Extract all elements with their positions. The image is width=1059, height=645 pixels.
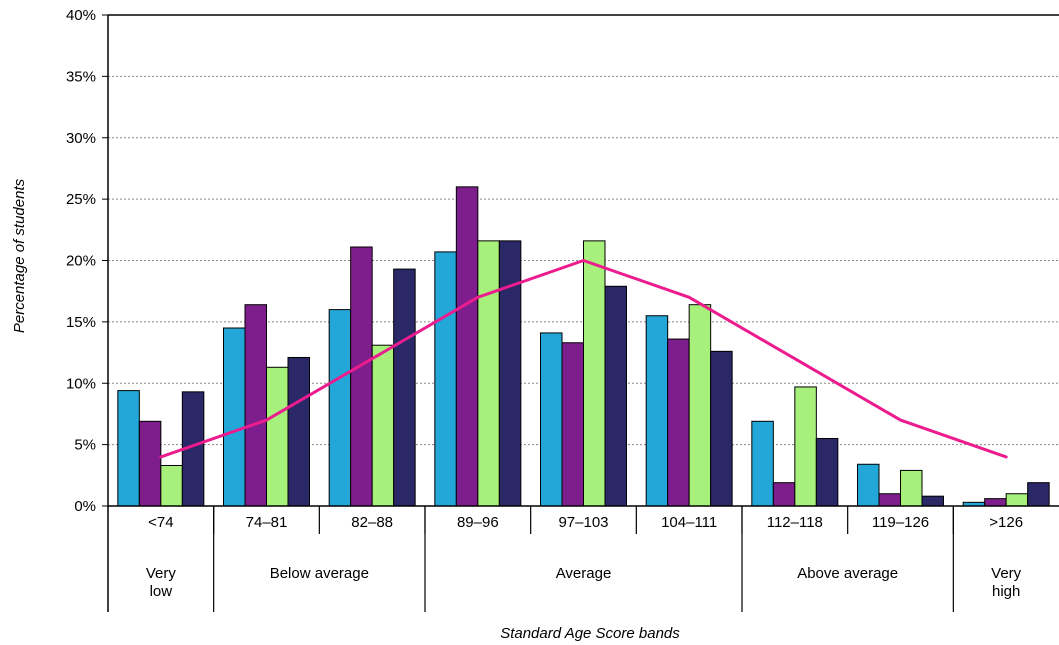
- bar: [921, 495, 944, 507]
- x-tick-label: 89–96: [457, 514, 499, 531]
- bar: [984, 498, 1007, 507]
- bar: [434, 251, 457, 507]
- bar: [393, 268, 416, 507]
- x-axis-title: Standard Age Score bands: [500, 625, 680, 642]
- group-label: high: [992, 583, 1020, 600]
- bar: [244, 304, 267, 507]
- bar: [604, 285, 627, 507]
- x-tick-label: 104–111: [661, 514, 717, 531]
- group-label: Above average: [797, 565, 898, 582]
- bar: [160, 464, 183, 507]
- trend-line-path: [159, 259, 1008, 459]
- bar: [667, 338, 690, 507]
- bar: [455, 186, 479, 507]
- bar: [477, 240, 500, 507]
- bar: [751, 420, 774, 507]
- bar: [815, 437, 839, 507]
- y-tick-label: 15%: [66, 314, 96, 331]
- bar: [138, 420, 162, 507]
- x-tick-label: 74–81: [246, 514, 288, 531]
- bar: [266, 366, 289, 507]
- bar: [878, 493, 901, 507]
- bar: [540, 332, 563, 507]
- y-tick-label: 10%: [66, 375, 96, 392]
- y-tick-label: 35%: [66, 68, 96, 85]
- x-tick-label: 112–118: [767, 514, 823, 531]
- y-axis-ticks: 0% 5% 10% 15% 20% 25% 30% 35% 40%: [66, 7, 108, 515]
- y-tick-label: 30%: [66, 130, 96, 147]
- group-label: Very: [146, 565, 177, 582]
- bar: [1027, 482, 1050, 507]
- group-label: Average: [556, 565, 612, 582]
- bar: [117, 390, 140, 507]
- bar: [287, 356, 310, 507]
- bar: [857, 463, 880, 507]
- bar: [498, 240, 522, 507]
- bar: [371, 344, 395, 507]
- x-tick-label: 119–126: [872, 514, 929, 531]
- bar: [223, 327, 246, 507]
- y-tick-label: 25%: [66, 191, 96, 208]
- bar: [583, 240, 606, 507]
- bar: [350, 246, 373, 507]
- y-tick-label: 40%: [66, 7, 96, 24]
- bar: [328, 309, 352, 507]
- bar: [645, 315, 669, 507]
- bar: [710, 350, 733, 507]
- plot-frame: [107, 14, 1059, 612]
- group-label: Very: [991, 565, 1022, 582]
- x-tick-label: 82–88: [351, 514, 393, 531]
- grid-lines: [108, 75, 1059, 446]
- x-tick-label: 97–103: [558, 514, 608, 531]
- group-label: Below average: [270, 565, 369, 582]
- y-tick-label: 0%: [74, 498, 96, 515]
- bars: [117, 186, 1050, 507]
- bar: [900, 469, 923, 507]
- trend-line: [159, 259, 1008, 459]
- group-label: low: [150, 583, 173, 600]
- x-tick-label: <74: [148, 514, 173, 531]
- bar: [688, 304, 712, 507]
- y-axis-title: Percentage of students: [11, 178, 28, 333]
- y-tick-label: 5%: [74, 437, 96, 454]
- x-axis-categories: <74 74–81 82–88 89–96 97–103 104–111 112–118 11…: [148, 506, 1023, 534]
- bar: [1005, 493, 1029, 507]
- bar: [794, 386, 817, 507]
- bar: [772, 482, 796, 507]
- y-tick-label: 20%: [66, 253, 96, 270]
- bar: [561, 342, 584, 507]
- x-tick-label: >126: [989, 514, 1023, 531]
